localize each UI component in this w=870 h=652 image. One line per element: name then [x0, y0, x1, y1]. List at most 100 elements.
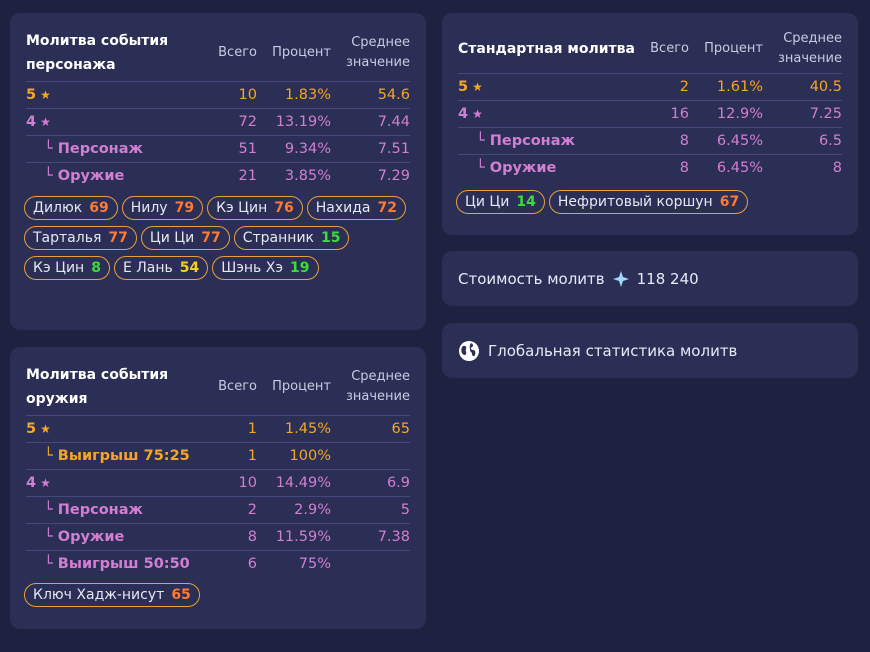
row-total: 16	[638, 100, 689, 128]
table-row: └ Персонаж 8 6.45% 6.5	[458, 127, 842, 155]
row-average	[331, 550, 410, 578]
pull-count: 54	[179, 260, 200, 276]
pull-count: 65	[171, 587, 191, 603]
row-label: └ Оружие	[26, 162, 196, 190]
row-percent: 11.59%	[257, 523, 331, 551]
weapon-stats-table: Молитва события оружия Всего Процент Сре…	[26, 363, 410, 578]
row-total: 1	[196, 442, 257, 470]
weapon-pull-list: Ключ Хадж-нисут 65	[24, 583, 416, 607]
row-label: └ Персонаж	[26, 135, 196, 163]
row-percent: 2.9%	[257, 496, 331, 524]
row-label: └ Персонаж	[458, 127, 638, 155]
pull-tag[interactable]: Ци Ци 14	[456, 190, 545, 214]
pull-name: Шэнь Хэ	[221, 260, 284, 276]
header-total: Всего	[218, 45, 257, 60]
table-row: └ Оружие 8 6.45% 8	[458, 154, 842, 182]
pull-tag[interactable]: Дилюк 69	[24, 196, 118, 220]
pull-name: Кэ Цин	[33, 260, 85, 276]
pull-name: Кэ Цин	[216, 200, 268, 216]
row-total: 8	[638, 154, 689, 182]
row-percent: 13.19%	[257, 108, 331, 136]
wish-cost-label: Стоимость молитв	[458, 269, 605, 288]
character-banner-title: Молитва события персонажа	[26, 33, 169, 73]
table-row: └ Оружие 8 11.59% 7.38	[26, 523, 410, 551]
table-row: 4 ★ 16 12.9% 7.25	[458, 100, 842, 128]
row-total: 2	[196, 496, 257, 524]
row-total: 8	[638, 127, 689, 155]
header-percent: Процент	[272, 379, 331, 394]
row-average: 6.9	[331, 469, 410, 497]
pull-count: 15	[321, 230, 341, 246]
row-label: 5 ★	[26, 415, 196, 443]
header-percent: Процент	[272, 45, 331, 60]
pull-count: 19	[290, 260, 310, 276]
row-average: 7.38	[331, 523, 410, 551]
row-label: 5 ★	[458, 73, 638, 101]
pull-count: 14	[516, 194, 536, 210]
row-percent: 1.83%	[257, 81, 331, 109]
row-total: 10	[196, 81, 257, 109]
pull-name: Нахида	[315, 200, 371, 216]
row-percent: 1.45%	[257, 415, 331, 443]
row-percent: 75%	[257, 550, 331, 578]
row-percent: 14.49%	[257, 469, 331, 497]
header-average: Среднее значение	[345, 369, 410, 404]
pull-tag[interactable]: Е Лань 54	[113, 256, 209, 280]
pull-tag[interactable]: Ци Ци 77	[140, 226, 230, 250]
pull-name: Дилюк	[33, 200, 83, 216]
row-label: └ Выигрыш 75:25	[26, 442, 196, 470]
weapon-banner-title: Молитва события оружия	[26, 367, 169, 407]
row-total: 51	[196, 135, 257, 163]
pull-tag[interactable]: Нахида 72	[306, 196, 406, 220]
pull-name: Ци Ци	[465, 194, 510, 210]
row-percent: 6.45%	[689, 154, 763, 182]
pull-tag[interactable]: Тарталья 77	[24, 226, 137, 250]
table-row: 4 ★ 72 13.19% 7.44	[26, 108, 410, 136]
table-row: └ Оружие 21 3.85% 7.29	[26, 162, 410, 190]
global-stats-link[interactable]: Глобальная статистика молитв	[488, 341, 738, 360]
pull-count: 77	[108, 230, 128, 246]
table-row: └ Выигрыш 50:50 6 75%	[26, 550, 410, 578]
row-total: 6	[196, 550, 257, 578]
row-total: 2	[638, 73, 689, 101]
pull-tag[interactable]: Ключ Хадж-нисут 65	[24, 583, 200, 607]
row-average: 8	[763, 154, 842, 182]
header-percent: Процент	[704, 41, 763, 56]
row-label: 4 ★	[26, 108, 196, 136]
row-average: 6.5	[763, 127, 842, 155]
pull-name: Нилу	[130, 200, 168, 216]
pull-name: Тарталья	[33, 230, 102, 246]
row-percent: 9.34%	[257, 135, 331, 163]
pull-name: Ци Ци	[149, 230, 195, 246]
pull-tag[interactable]: Странник 15	[233, 226, 350, 250]
pull-count: 67	[719, 194, 740, 210]
row-total: 10	[196, 469, 257, 497]
star-icon: ★	[40, 422, 51, 436]
pull-tag[interactable]: Кэ Цин 8	[24, 256, 110, 280]
pull-tag[interactable]: Кэ Цин 76	[207, 196, 303, 220]
row-label: └ Оружие	[26, 523, 196, 551]
row-total: 21	[196, 162, 257, 190]
pull-count: 77	[201, 230, 221, 246]
row-label: 5 ★	[26, 81, 196, 109]
pull-tag[interactable]: Шэнь Хэ 19	[212, 256, 319, 280]
standard-stats-table: Стандартная молитва Всего Процент Средне…	[458, 29, 842, 182]
pull-tag[interactable]: Нефритовый коршун 67	[548, 190, 749, 214]
pull-count: 79	[174, 200, 195, 216]
row-average: 7.44	[331, 108, 410, 136]
row-average: 7.51	[331, 135, 410, 163]
character-banner-card: Молитва события персонажа Всего Процент …	[10, 13, 426, 330]
table-row: 4 ★ 10 14.49% 6.9	[26, 469, 410, 497]
table-row: └ Персонаж 2 2.9% 5	[26, 496, 410, 524]
standard-banner-card: Стандартная молитва Всего Процент Средне…	[442, 13, 858, 235]
pull-count: 8	[91, 260, 101, 276]
row-label: └ Персонаж	[26, 496, 196, 524]
row-total: 1	[196, 415, 257, 443]
row-average	[331, 442, 410, 470]
pull-tag[interactable]: Нилу 79	[121, 196, 204, 220]
row-average: 65	[331, 415, 410, 443]
row-total: 8	[196, 523, 257, 551]
global-stats-card[interactable]: Глобальная статистика молитв	[442, 323, 858, 378]
primogem-icon	[612, 270, 629, 287]
pull-count: 72	[377, 200, 397, 216]
